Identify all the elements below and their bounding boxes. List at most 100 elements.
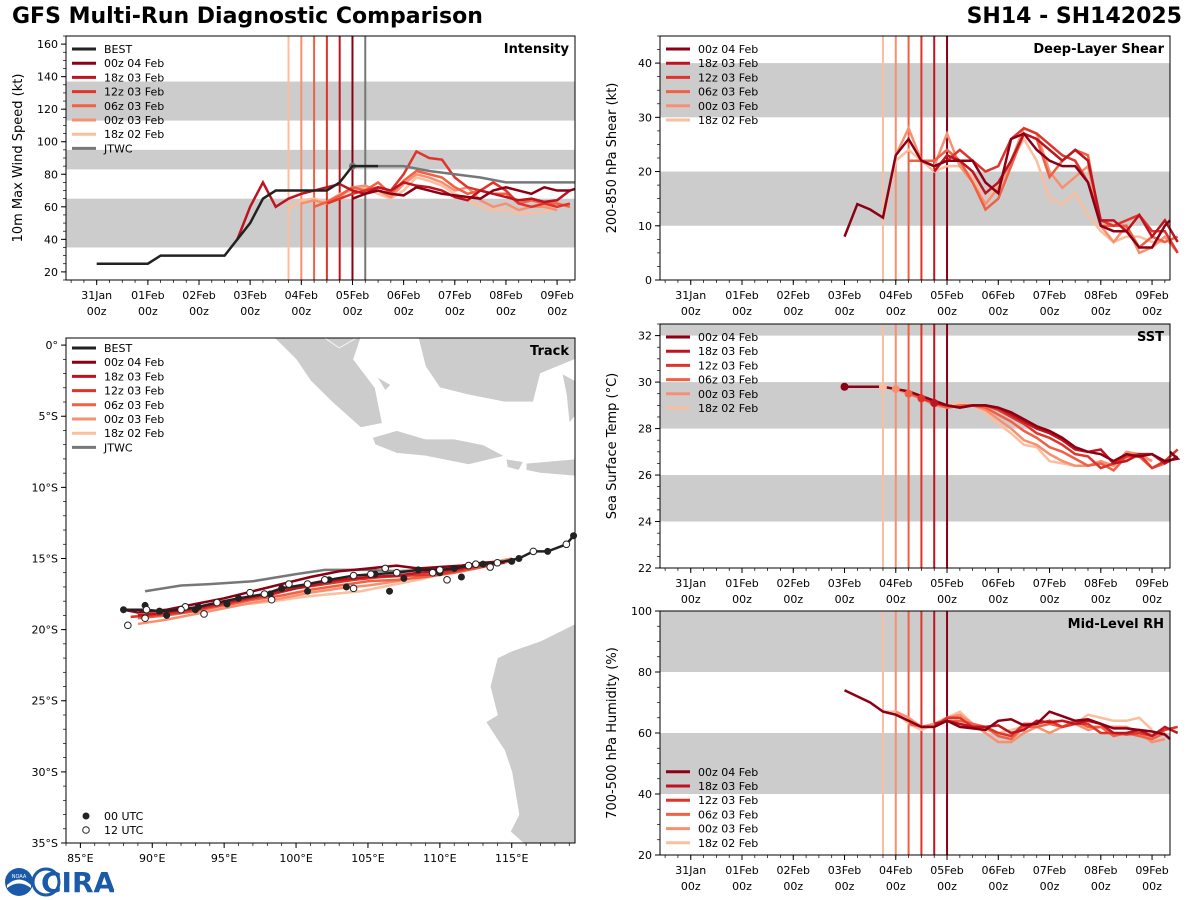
legend-label: 18z 03 Feb <box>698 780 758 793</box>
series-line <box>933 131 1179 243</box>
x-tick-label: 08Feb <box>489 289 522 302</box>
legend-label: 12z 03 Feb <box>698 794 758 807</box>
marker-12utc <box>443 576 451 584</box>
y-tick-label: 10 <box>638 220 652 233</box>
x-tick-label: 00z <box>937 593 957 606</box>
x-tick-label: 00z <box>343 305 363 318</box>
marker-00utc <box>450 564 458 572</box>
x-tick-label: 02Feb <box>777 289 810 302</box>
legend-label: 00z 04 Feb <box>104 57 164 70</box>
marker-00utc <box>342 583 350 591</box>
x-tick-label: 02Feb <box>777 577 810 590</box>
marker-legend-12utc <box>82 826 90 834</box>
y-tick-label: 30 <box>638 376 652 389</box>
x-tick-label: 01Feb <box>725 289 758 302</box>
y-tick-label: 40 <box>44 233 58 246</box>
marker-12utc <box>246 588 254 597</box>
marker-00utc <box>414 566 422 574</box>
x-tick-label: 02Feb <box>777 864 810 877</box>
x-tick-label: 06Feb <box>982 289 1015 302</box>
legend-label: 00z 03 Feb <box>104 413 164 426</box>
series-line <box>844 385 1181 463</box>
x-tick-label: 00z <box>1091 305 1111 318</box>
legend-label: 06z 03 Feb <box>698 374 758 387</box>
legend-label: 18z 02 Feb <box>698 402 758 415</box>
y-tick-label: 28 <box>638 423 652 436</box>
marker-00utc <box>163 611 171 619</box>
legend-label: 18z 03 Feb <box>104 370 164 383</box>
y-tick-label: 22 <box>638 562 652 575</box>
legend-label: 18z 02 Feb <box>698 837 758 850</box>
x-tick-label: 00z <box>1142 593 1162 606</box>
x-tick-label: 00z <box>886 593 906 606</box>
x-tick-label: 03Feb <box>828 577 861 590</box>
shear-panel: 0 10 20 30 40 31Jan 00z 01Feb 00z 02Feb 00z 03Feb 00… <box>605 35 1179 318</box>
x-tick-label: 31Jan <box>675 864 706 877</box>
shaded-band <box>66 81 575 121</box>
x-tick-label: 00z <box>988 880 1008 893</box>
panel-title: Track <box>530 344 569 359</box>
x-tick-label: 00z <box>988 305 1008 318</box>
y-tick-label: 140 <box>37 71 58 84</box>
legend-label: 12z 03 Feb <box>104 385 164 398</box>
x-tick-label: 00z <box>681 305 701 318</box>
marker-12utc <box>428 568 437 577</box>
x-tick-label: 00z <box>547 305 567 318</box>
x-tick-label: 105°E <box>351 852 384 865</box>
marker-12utc <box>367 570 375 578</box>
x-tick-label: 00z <box>1040 305 1060 318</box>
x-tick-label: 00z <box>240 305 260 318</box>
x-tick-label: 00z <box>1142 305 1162 318</box>
marker-00utc <box>120 606 128 614</box>
series-line <box>352 185 576 200</box>
noaa-logo-text: NOAA <box>12 874 27 880</box>
legend-label: 12z 03 Feb <box>698 359 758 372</box>
x-tick-label: 08Feb <box>1084 864 1117 877</box>
land-lesser-sunda <box>525 458 576 477</box>
x-tick-label: 00z <box>1091 880 1111 893</box>
y-tick-label: 80 <box>638 666 652 679</box>
marker-legend-label: 00 UTC <box>104 810 144 823</box>
x-tick-label: 00z <box>835 305 855 318</box>
y-tick-label: 25°S <box>32 695 58 708</box>
y-tick-label: 100 <box>631 605 652 618</box>
x-tick-label: 95°E <box>211 852 237 865</box>
marker-12utc <box>285 580 293 588</box>
marker-12utc <box>381 564 390 573</box>
x-tick-label: 00z <box>783 593 803 606</box>
x-tick-label: 00z <box>835 880 855 893</box>
x-tick-label: 08Feb <box>1084 577 1117 590</box>
x-tick-label: 01Feb <box>131 289 164 302</box>
x-tick-label: 00z <box>732 880 752 893</box>
legend-label: 18z 03 Feb <box>698 57 758 70</box>
legend-label: 12z 03 Feb <box>698 71 758 84</box>
marker-00utc <box>386 587 394 595</box>
y-axis-label: 10m Max Wind Speed (kt) <box>11 74 26 243</box>
storm-id-label: SH14 - SH142025 <box>966 4 1182 29</box>
shaded-band <box>66 198 575 248</box>
x-tick-label: 00z <box>937 305 957 318</box>
legend-label: 00z 03 Feb <box>698 823 758 836</box>
panel-title: SST <box>1137 330 1164 345</box>
panel-title: Intensity <box>504 42 570 57</box>
x-tick-label: 00z <box>886 880 906 893</box>
x-tick-label: 00z <box>681 593 701 606</box>
marker-12utc <box>177 605 185 614</box>
x-tick-label: 00z <box>87 305 107 318</box>
shaded-band <box>66 149 575 170</box>
y-tick-label: 40 <box>638 788 652 801</box>
legend-label: JTWC <box>103 142 133 155</box>
legend-label: 00z 04 Feb <box>698 766 758 779</box>
legend-label: 06z 03 Feb <box>698 86 758 99</box>
x-tick-label: 04Feb <box>879 289 912 302</box>
x-tick-label: 00z <box>835 593 855 606</box>
marker-12utc <box>486 563 494 571</box>
y-tick-label: 160 <box>37 38 58 51</box>
marker-12utc <box>141 614 149 623</box>
marker-12utc <box>321 576 329 584</box>
cira-logo: NOAA CIRA <box>5 866 114 898</box>
x-tick-label: 90°E <box>139 852 165 865</box>
y-tick-label: 40 <box>638 57 652 70</box>
run-start-marker <box>878 382 887 391</box>
shaded-band <box>660 611 1170 672</box>
